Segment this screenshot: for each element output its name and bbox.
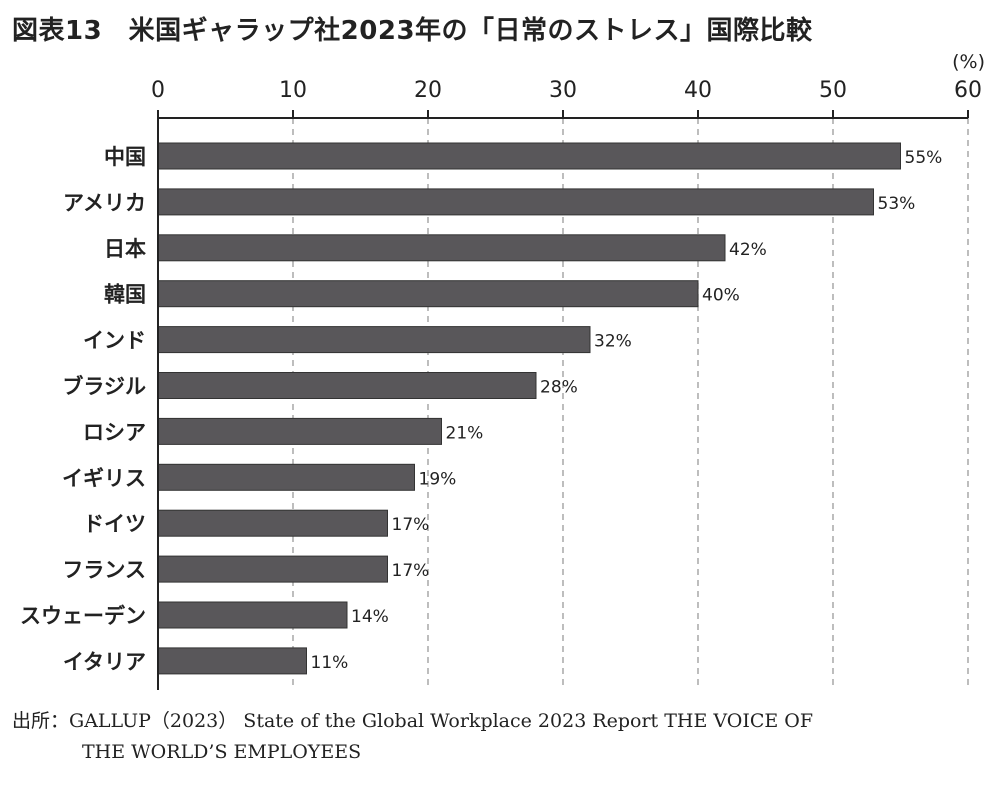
x-tick-label: 20 [414,78,442,103]
value-label: 53% [878,194,916,214]
value-label: 11% [311,653,349,673]
category-label: ドイツ [83,512,146,536]
bar [157,326,591,354]
value-label: 55% [905,148,943,168]
category-label: 中国 [104,145,146,169]
category-label: スウェーデン [20,604,146,628]
bar [157,555,388,583]
bar [157,188,874,216]
category-label: イタリア [63,650,146,674]
x-tick-label: 40 [684,78,712,103]
category-labels: 中国アメリカ日本韓国インドブラジルロシアイギリスドイツフランススウェーデンイタリ… [20,145,146,674]
source-label: 出所： [12,710,70,732]
category-label: 韓国 [104,283,146,307]
value-label: 21% [446,423,484,443]
category-label: アメリカ [63,191,146,215]
category-label: フランス [62,558,146,582]
category-label: インド [83,329,146,353]
value-labels: 55% 53% 42% 40% 32% 28% 21% 19% 17% 17% 14% 11% [311,148,943,673]
x-axis-ticks: 0 10 20 30 40 50 60 [151,78,982,118]
value-label: 17% [392,561,430,581]
axes [157,110,968,690]
grid-lines [292,118,969,690]
value-label: 42% [729,240,767,260]
value-label: 14% [351,607,389,627]
category-label: イギリス [62,466,146,490]
bar [157,463,415,491]
category-label: 日本 [104,237,146,261]
x-tick-label: 30 [549,78,577,103]
x-tick-label: 60 [954,78,982,103]
category-label: ロシア [83,420,146,444]
x-tick-label: 0 [151,78,165,103]
value-label: 28% [540,378,578,398]
source-note: 出所：GALLUP（2023） State of the Global Work… [12,706,972,768]
bar [157,509,388,537]
chart-title: 図表13 米国ギャラップ社2023年の「日常のストレス」国際比較 [12,16,813,46]
bar [157,280,699,308]
value-label: 19% [419,469,457,489]
x-tick-label: 50 [819,78,847,103]
bar [157,234,726,262]
value-label: 40% [702,286,740,306]
value-label: 32% [594,332,632,352]
bars [157,142,901,675]
value-label: 17% [392,515,430,535]
bar [157,601,348,629]
unit-label: (%) [952,51,985,73]
x-tick-label: 10 [279,78,307,103]
bar [157,417,442,445]
bar [157,142,901,170]
source-text-line1: GALLUP（2023） State of the Global Workpla… [69,710,814,732]
bar [157,647,307,675]
source-text-line2: THE WORLD’S EMPLOYEES [82,741,362,763]
bar [157,372,537,399]
bar-chart: (%) 0 10 20 30 40 50 60 中国アメリカ日本韓国インドブラジルロシアイギ… [20,51,985,690]
category-label: ブラジル [62,375,146,399]
